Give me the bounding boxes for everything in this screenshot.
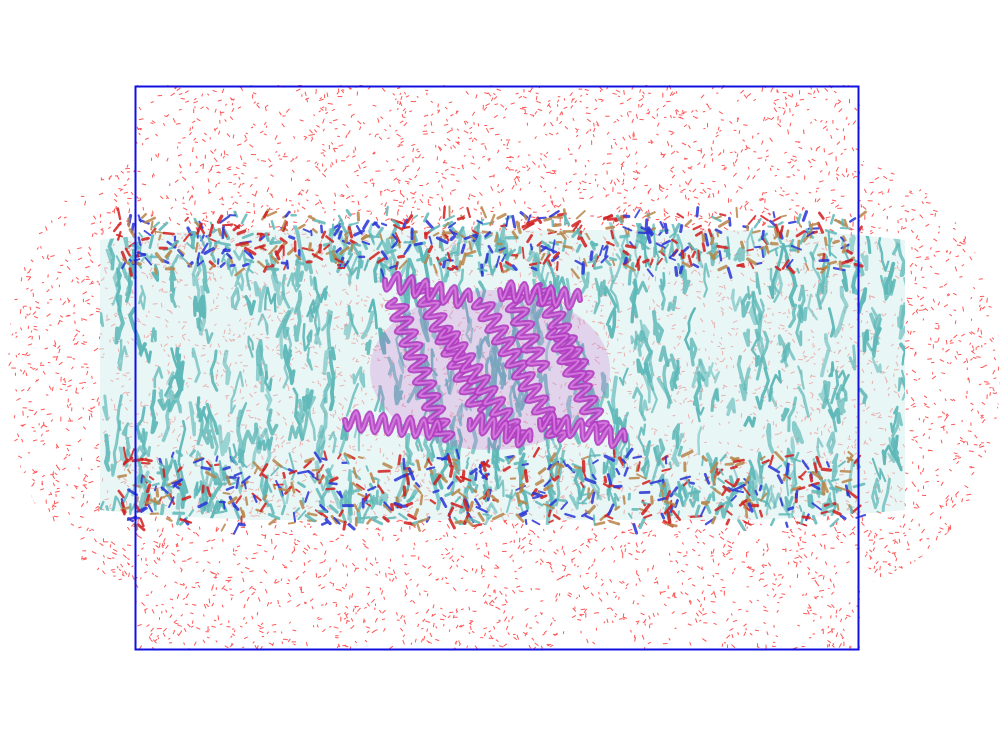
molecular-scene xyxy=(0,0,1005,740)
